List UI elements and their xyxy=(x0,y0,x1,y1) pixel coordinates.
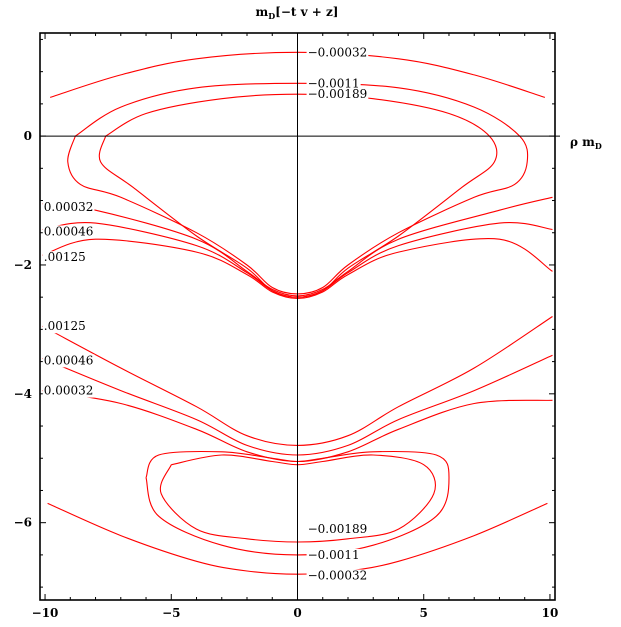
contour-label: .00125 xyxy=(44,250,86,264)
x-tick-label: −5 xyxy=(162,606,180,620)
x-axis-label: ρ mD xyxy=(570,135,602,151)
contour-label-bg xyxy=(306,88,369,102)
y-tick-label: −6 xyxy=(14,516,32,530)
contour-label: 0.00046 xyxy=(44,353,94,367)
contour-line xyxy=(159,454,436,543)
contour-label: 0.00046 xyxy=(44,224,94,238)
y-tick-label: −2 xyxy=(14,258,32,272)
contour-label-bg xyxy=(42,354,95,368)
contour-labels: −0.00032−0.0011−0.001890.000320.00046.00… xyxy=(42,45,369,583)
x-tick-label: 10 xyxy=(542,606,559,620)
contour-label: .00125 xyxy=(44,319,86,333)
contour-label: −0.0011 xyxy=(308,548,360,562)
y-tick-label: 0 xyxy=(24,129,32,143)
contour-label: −0.00189 xyxy=(308,87,368,101)
contour-label-bg xyxy=(42,200,95,214)
y-tick-label: −4 xyxy=(14,387,32,401)
contour-label: 0.00032 xyxy=(44,384,94,398)
chart-title: mD[−t v + z] xyxy=(256,5,339,21)
contour-label-bg xyxy=(42,320,87,334)
contour-line xyxy=(67,82,529,295)
contour-label-bg xyxy=(306,46,369,60)
contour-label-bg xyxy=(306,548,361,562)
axis-ticks: −10 −5 0 5 10 0 −2 −4 −6 xyxy=(14,33,559,620)
contour-line xyxy=(145,450,450,556)
contour-label: −0.00032 xyxy=(308,45,368,59)
contour-label: −0.00189 xyxy=(308,522,368,536)
contour-label-bg xyxy=(306,569,369,583)
contour-label-bg xyxy=(306,77,361,91)
x-tick-label: 0 xyxy=(293,606,301,620)
x-tick-label: 5 xyxy=(420,606,428,620)
contour-label-bg xyxy=(42,225,95,239)
contour-label-bg xyxy=(42,384,95,398)
contour-label: 0.00032 xyxy=(44,200,94,214)
contour-label-bg xyxy=(42,251,87,265)
contour-label: −0.0011 xyxy=(308,76,360,90)
contour-label-bg xyxy=(306,523,369,537)
x-tick-label: −10 xyxy=(32,606,59,620)
contour-label: −0.00032 xyxy=(308,569,368,583)
contour-line xyxy=(98,93,498,298)
